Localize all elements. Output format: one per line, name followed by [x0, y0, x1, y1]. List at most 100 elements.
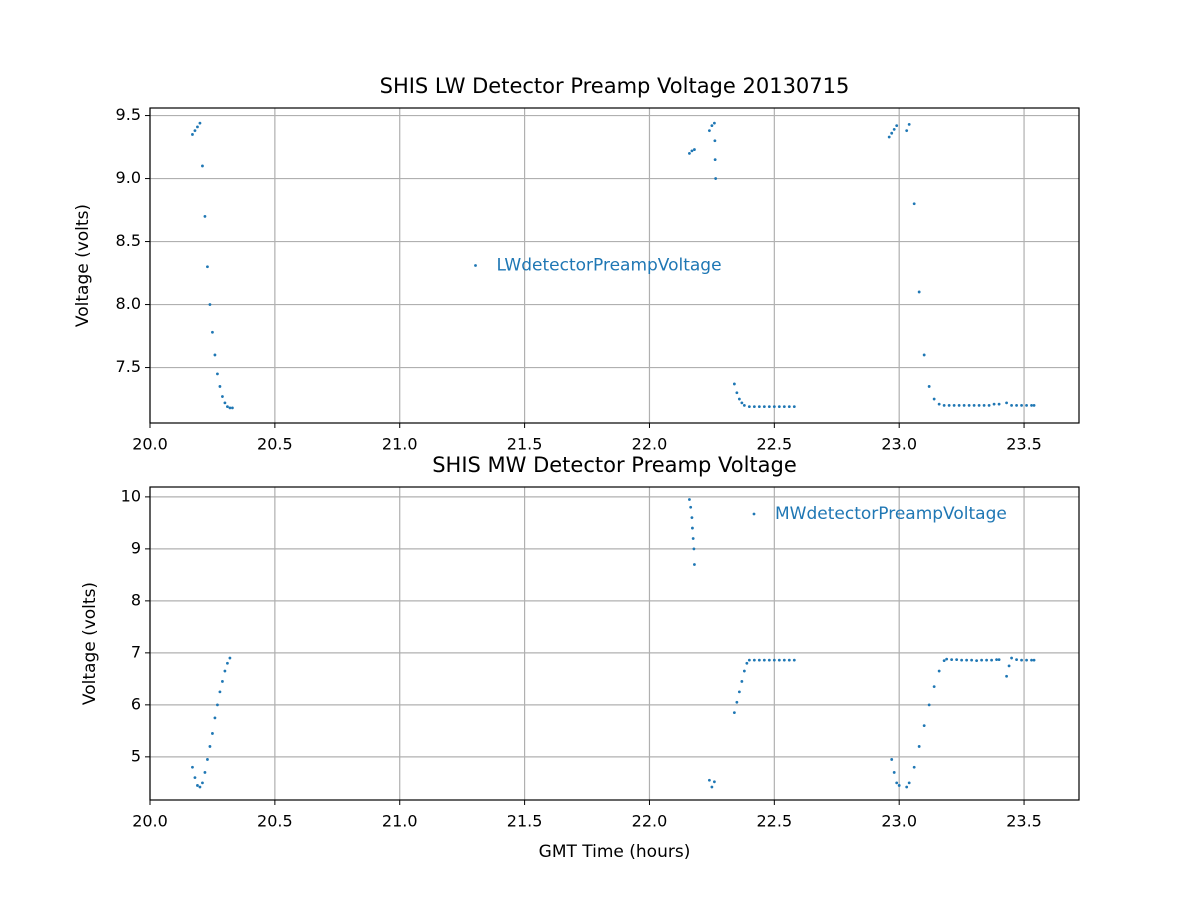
data-point [218, 385, 222, 388]
data-point [211, 330, 214, 334]
x-tick-label: 23.5 [1006, 812, 1042, 831]
data-point [707, 778, 711, 782]
data-point [707, 129, 711, 133]
data-point [952, 403, 956, 407]
data-point [950, 658, 954, 662]
data-point [912, 202, 916, 206]
data-point [942, 659, 946, 663]
data-point [1025, 658, 1028, 662]
data-point [997, 658, 1001, 662]
data-point [1007, 664, 1011, 668]
data-point [927, 385, 931, 388]
y-tick-label: 8.5 [116, 231, 141, 250]
y-tick-label: 8.0 [116, 294, 141, 313]
data-point [221, 680, 224, 683]
data-point [688, 498, 691, 501]
y-tick-label: 5 [131, 746, 141, 765]
data-point [191, 133, 194, 136]
chart-title: SHIS MW Detector Preamp Voltage [432, 453, 797, 477]
data-point [712, 121, 716, 125]
data-point [710, 124, 714, 128]
y-axis-label: Voltage (volts) [73, 204, 93, 327]
data-point [937, 669, 941, 673]
data-point [228, 406, 232, 410]
data-point [792, 405, 796, 409]
data-point [691, 526, 694, 530]
data-point [206, 265, 209, 269]
data-point [957, 403, 961, 407]
data-point [740, 401, 744, 405]
data-point [203, 214, 207, 218]
data-point [213, 716, 217, 720]
data-point [690, 149, 694, 153]
data-point [208, 745, 212, 748]
data-point [693, 563, 696, 566]
axes-frame [149, 486, 1080, 801]
data-point [710, 785, 714, 789]
x-tick-label: 21.0 [382, 812, 418, 831]
data-point [922, 353, 926, 357]
data-point [691, 537, 695, 540]
data-point [895, 781, 899, 785]
data-point [690, 516, 694, 520]
data-point [787, 658, 791, 662]
data-point [226, 405, 229, 409]
y-tick-label: 8 [131, 590, 141, 609]
data-point [196, 784, 199, 787]
data-point [895, 124, 899, 128]
x-tick-label: 20.0 [132, 812, 168, 831]
y-tick-label: 9 [131, 538, 141, 557]
x-tick-label: 23.0 [881, 812, 917, 831]
data-point [932, 685, 936, 689]
data-point [787, 405, 791, 409]
data-point [907, 781, 911, 785]
data-point [196, 125, 199, 129]
data-point [905, 785, 909, 789]
x-axis-label: GMT Time (hours) [539, 842, 691, 862]
axes-frame [149, 107, 1080, 424]
data-point [972, 403, 976, 407]
data-point [1010, 403, 1013, 407]
data-point [688, 151, 691, 155]
x-tick-label: 22.0 [632, 812, 668, 831]
data-point [985, 658, 988, 662]
data-point [1020, 658, 1023, 662]
y-tick-label: 10 [121, 486, 141, 505]
data-point [892, 771, 896, 774]
legend-marker [752, 512, 756, 516]
x-tick-label: 20.5 [257, 812, 293, 831]
data-point [206, 758, 209, 761]
x-tick-label: 22.5 [757, 435, 793, 454]
data-point [977, 403, 981, 407]
data-point [767, 405, 771, 409]
data-point [960, 658, 964, 662]
x-tick-label: 23.0 [881, 435, 917, 454]
x-tick-label: 21.0 [382, 435, 418, 454]
data-point [757, 405, 761, 409]
data-point [216, 372, 219, 376]
data-point [713, 139, 717, 143]
data-point [777, 405, 781, 409]
data-point [742, 669, 746, 673]
data-point [772, 405, 776, 409]
y-tick-label: 9.5 [116, 105, 141, 124]
x-tick-label: 22.5 [757, 812, 793, 831]
data-point [223, 669, 227, 673]
data-point [782, 658, 786, 662]
data-point [792, 658, 796, 662]
data-point [1025, 403, 1028, 407]
data-point [907, 122, 911, 126]
data-point [231, 406, 234, 410]
x-tick-label: 20.5 [257, 435, 293, 454]
data-point [735, 391, 739, 395]
y-tick-label: 7.5 [116, 357, 141, 376]
data-point [982, 403, 986, 407]
data-point [942, 403, 946, 407]
data-point [947, 403, 951, 407]
x-tick-label: 20.0 [132, 435, 168, 454]
data-point [965, 658, 969, 662]
data-point [772, 658, 776, 662]
data-point [198, 785, 202, 789]
data-point [752, 658, 756, 662]
